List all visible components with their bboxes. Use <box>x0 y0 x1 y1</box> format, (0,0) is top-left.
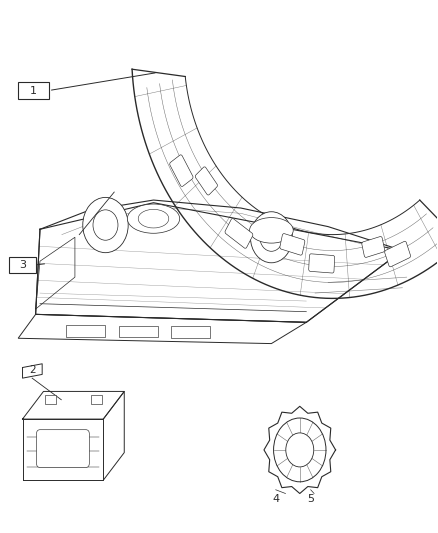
Text: 4: 4 <box>272 494 279 504</box>
Circle shape <box>274 418 326 482</box>
Ellipse shape <box>250 217 293 243</box>
Ellipse shape <box>138 209 169 228</box>
Circle shape <box>286 433 314 467</box>
Ellipse shape <box>127 204 180 233</box>
FancyBboxPatch shape <box>309 254 335 273</box>
FancyBboxPatch shape <box>119 326 158 337</box>
Text: 2: 2 <box>29 365 35 375</box>
FancyBboxPatch shape <box>362 237 385 257</box>
FancyBboxPatch shape <box>385 241 410 267</box>
Text: 1: 1 <box>30 85 37 95</box>
Text: 3: 3 <box>19 260 26 270</box>
FancyBboxPatch shape <box>195 167 218 195</box>
FancyBboxPatch shape <box>36 430 89 467</box>
Bar <box>10 257 35 273</box>
Bar <box>45 395 56 404</box>
FancyBboxPatch shape <box>225 219 253 248</box>
Circle shape <box>83 197 128 253</box>
Text: 5: 5 <box>307 494 314 504</box>
Circle shape <box>251 212 292 263</box>
Circle shape <box>93 210 118 240</box>
FancyBboxPatch shape <box>171 326 210 338</box>
Circle shape <box>260 223 283 251</box>
Bar <box>18 82 49 99</box>
FancyBboxPatch shape <box>170 155 193 187</box>
FancyBboxPatch shape <box>280 233 305 255</box>
FancyBboxPatch shape <box>66 325 106 337</box>
Bar <box>91 395 102 404</box>
